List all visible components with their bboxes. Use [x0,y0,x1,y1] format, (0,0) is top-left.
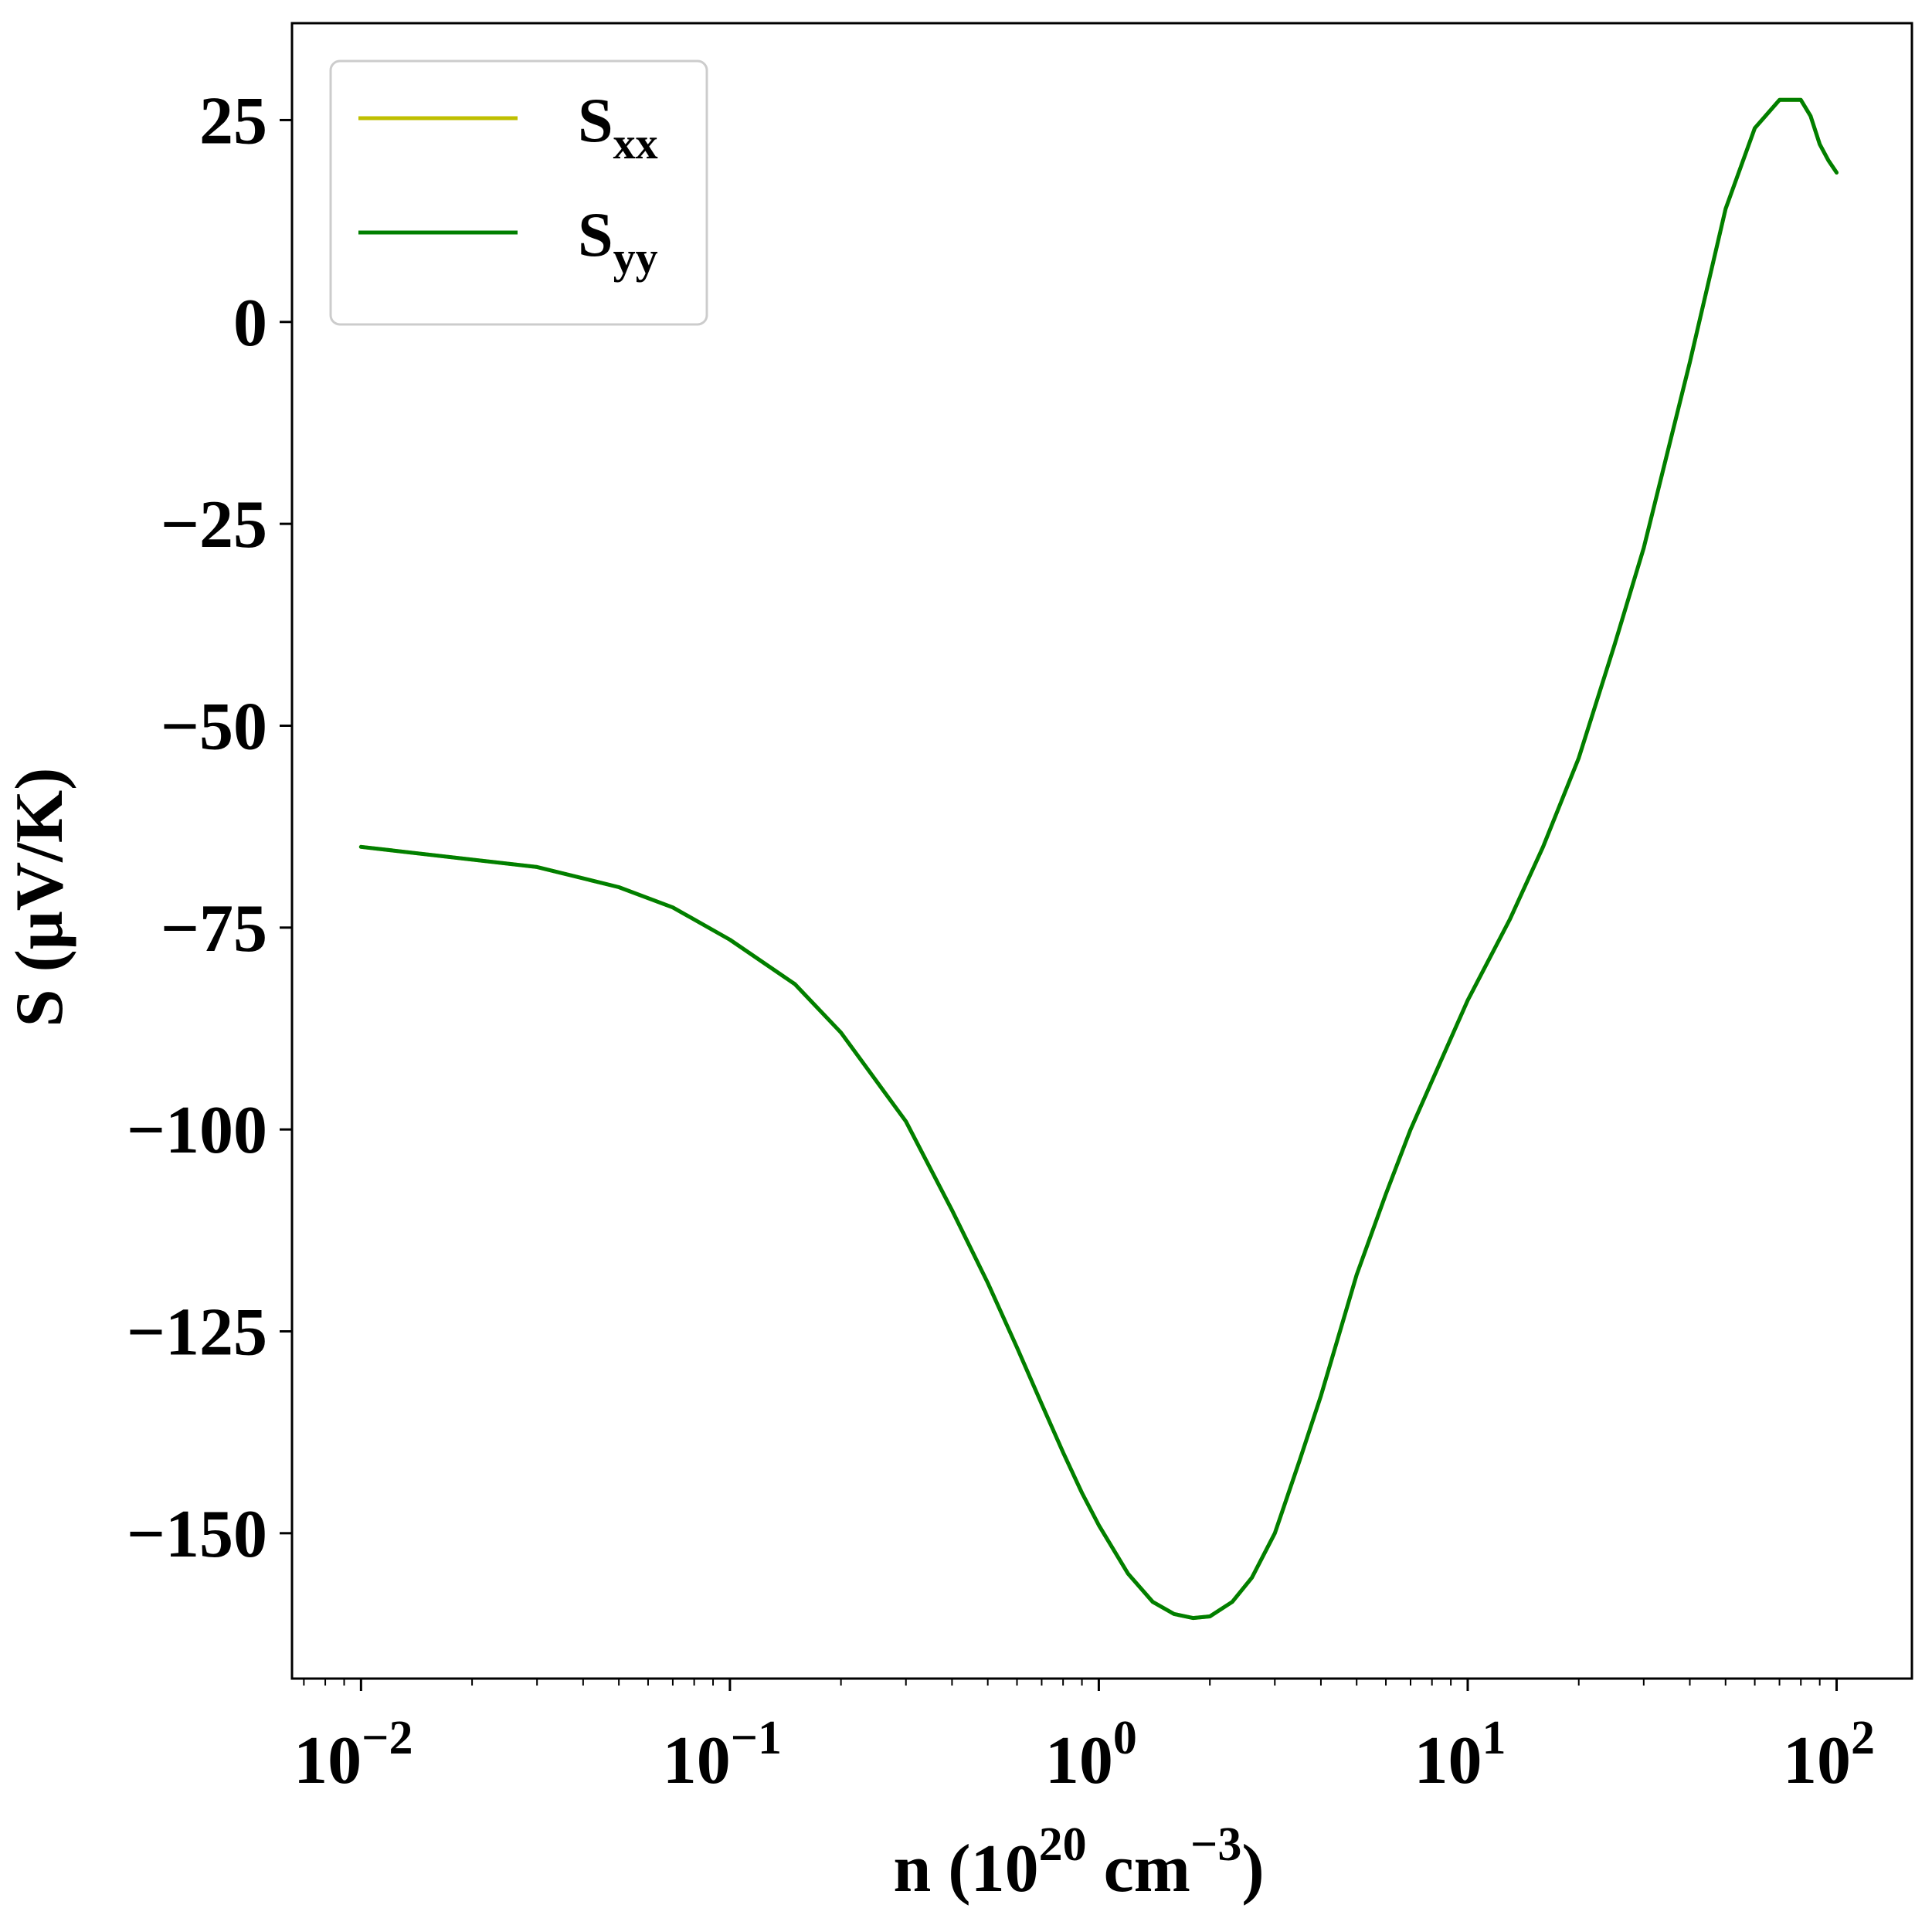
legend-label-sxx: Sxx [578,85,658,168]
x-tick-label: 102 [1783,1712,1875,1798]
series-lines [358,97,1839,1621]
legend-label-sxx-base: S [578,85,613,155]
y-tick-label: 25 [199,83,267,158]
legend: Sxx Syy [329,59,708,326]
y-tick-label: 0 [233,286,267,361]
legend-label-syy-base: S [578,199,613,270]
plot-area-frame [290,22,1913,1680]
x-axis-label-base: n (10 [893,1832,1038,1906]
series-line-0 [358,97,1839,1621]
x-axis-label-exponent-20: 20 [1039,1818,1087,1871]
x-axis-label-exponent-minus3: −3 [1190,1818,1241,1871]
x-tick-label-base: 10 [1783,1723,1851,1798]
x-tick-label: 101 [1414,1712,1506,1798]
y-tick-label: −75 [161,891,267,966]
x-tick-label-base: 10 [663,1723,731,1798]
x-axis-label-close: ) [1241,1832,1264,1906]
x-tick-label: 100 [1045,1712,1137,1798]
legend-box [329,59,708,326]
legend-label-sxx-subscript: xx [613,118,658,168]
x-tick-labels: 10−2 10−1 100 101 102 [294,1712,1875,1798]
x-tick-label-exponent: 0 [1113,1712,1137,1764]
x-tick-label-exponent: 1 [1482,1712,1506,1764]
y-axis-label: S (μV/K) [2,768,77,1027]
x-axis-label: n (1020 cm−3) [893,1818,1264,1906]
x-tick-label-exponent: −2 [362,1712,413,1764]
y-tick-label: −150 [127,1497,267,1572]
x-tick-label-exponent: 2 [1851,1712,1875,1764]
x-tick-label-base: 10 [1414,1723,1482,1798]
y-tick-label: −50 [161,689,267,764]
x-axis-label-unit: cm [1087,1832,1190,1906]
tick-marks [280,118,1839,1691]
x-tick-label: 10−1 [663,1712,782,1798]
series-line-1 [358,97,1839,1621]
legend-label-syy: Syy [578,199,658,283]
x-tick-label-base: 10 [294,1723,362,1798]
legend-label-syy-subscript: yy [613,233,658,283]
y-tick-label: −25 [161,487,267,562]
y-tick-labels: 25 0 −25 −50 −75 −100 −125 −150 [127,83,267,1571]
x-tick-label: 10−2 [294,1712,413,1798]
x-tick-label-base: 10 [1045,1723,1113,1798]
y-tick-label: −125 [127,1295,267,1370]
y-tick-label: −100 [127,1093,267,1168]
x-tick-label-exponent: −1 [731,1712,782,1764]
